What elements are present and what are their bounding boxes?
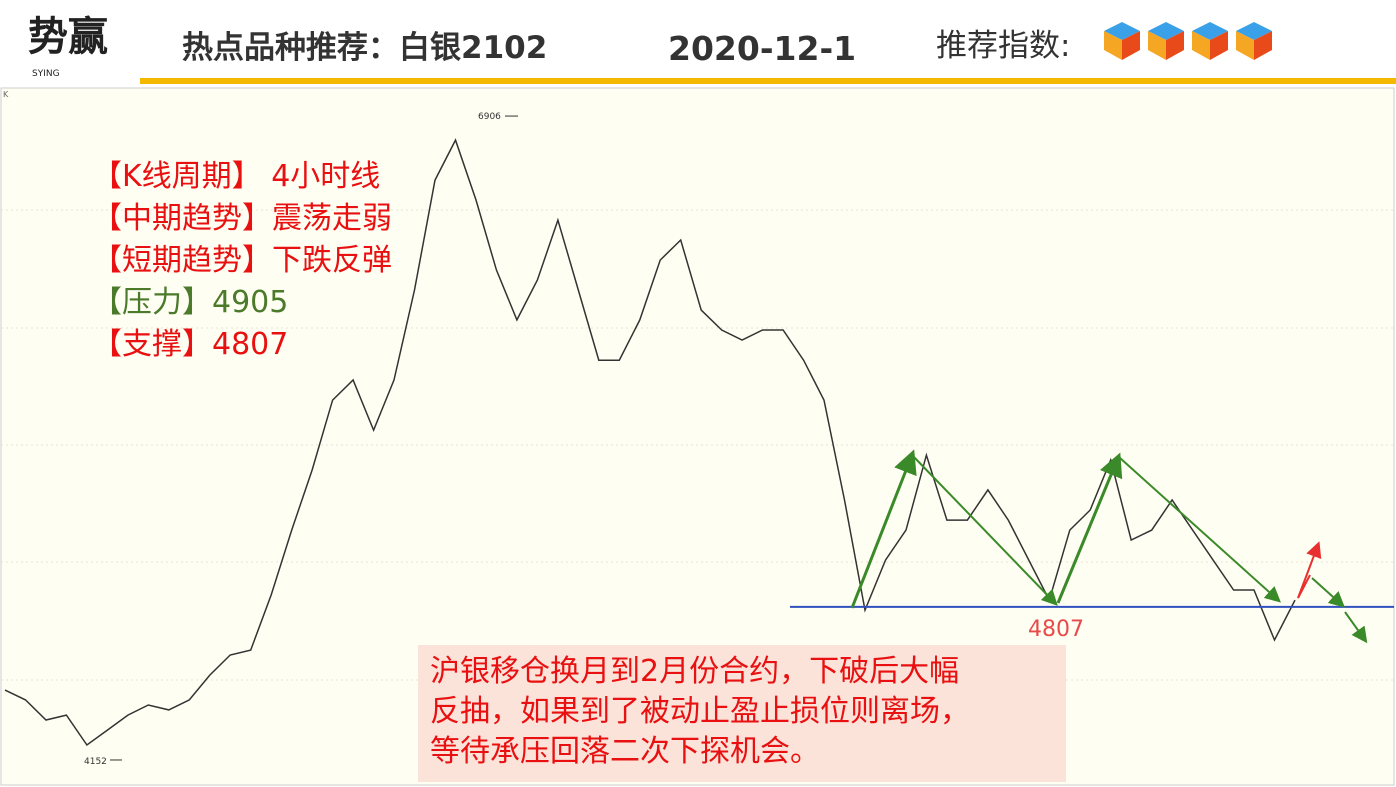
trend-arrows bbox=[850, 449, 1368, 644]
rating-label: 推荐指数: bbox=[936, 28, 1070, 64]
support-label: 4807 bbox=[1028, 617, 1084, 642]
price-line bbox=[4, 138, 1296, 747]
callout-box bbox=[418, 645, 1066, 782]
header-rule bbox=[140, 78, 1396, 84]
logo-sub: SYING bbox=[32, 69, 60, 79]
high-label: 6906 bbox=[478, 112, 501, 122]
low-label: 4152 bbox=[84, 757, 107, 767]
axis-label: K bbox=[3, 90, 9, 99]
callout-line: 等待承压回落二次下探机会。 bbox=[430, 734, 820, 769]
callout-line: 反抽，如果到了被动止盈止损位则离场， bbox=[430, 694, 970, 729]
notes: 【K线周期】 4小时线【中期趋势】震荡走弱【短期趋势】下跌反弹【压力】4905 【… bbox=[92, 159, 392, 362]
note-line: 【短期趋势】下跌反弹 bbox=[92, 243, 392, 278]
note-line: 【K线周期】 4小时线 bbox=[92, 159, 380, 194]
rating-icons bbox=[1104, 22, 1272, 60]
header-title: 热点品种推荐：白银2102 bbox=[182, 30, 547, 66]
header-date: 2020-12-1 bbox=[668, 29, 856, 68]
note-line: 【压力】4905 bbox=[92, 285, 288, 320]
note-line: 【支撑】4807 bbox=[92, 327, 288, 362]
note-line: 【中期趋势】震荡走弱 bbox=[92, 201, 392, 236]
callout-line: 沪银移仓换月到2月份合约，下破后大幅 bbox=[430, 654, 959, 689]
logo: 势赢 bbox=[28, 13, 108, 60]
